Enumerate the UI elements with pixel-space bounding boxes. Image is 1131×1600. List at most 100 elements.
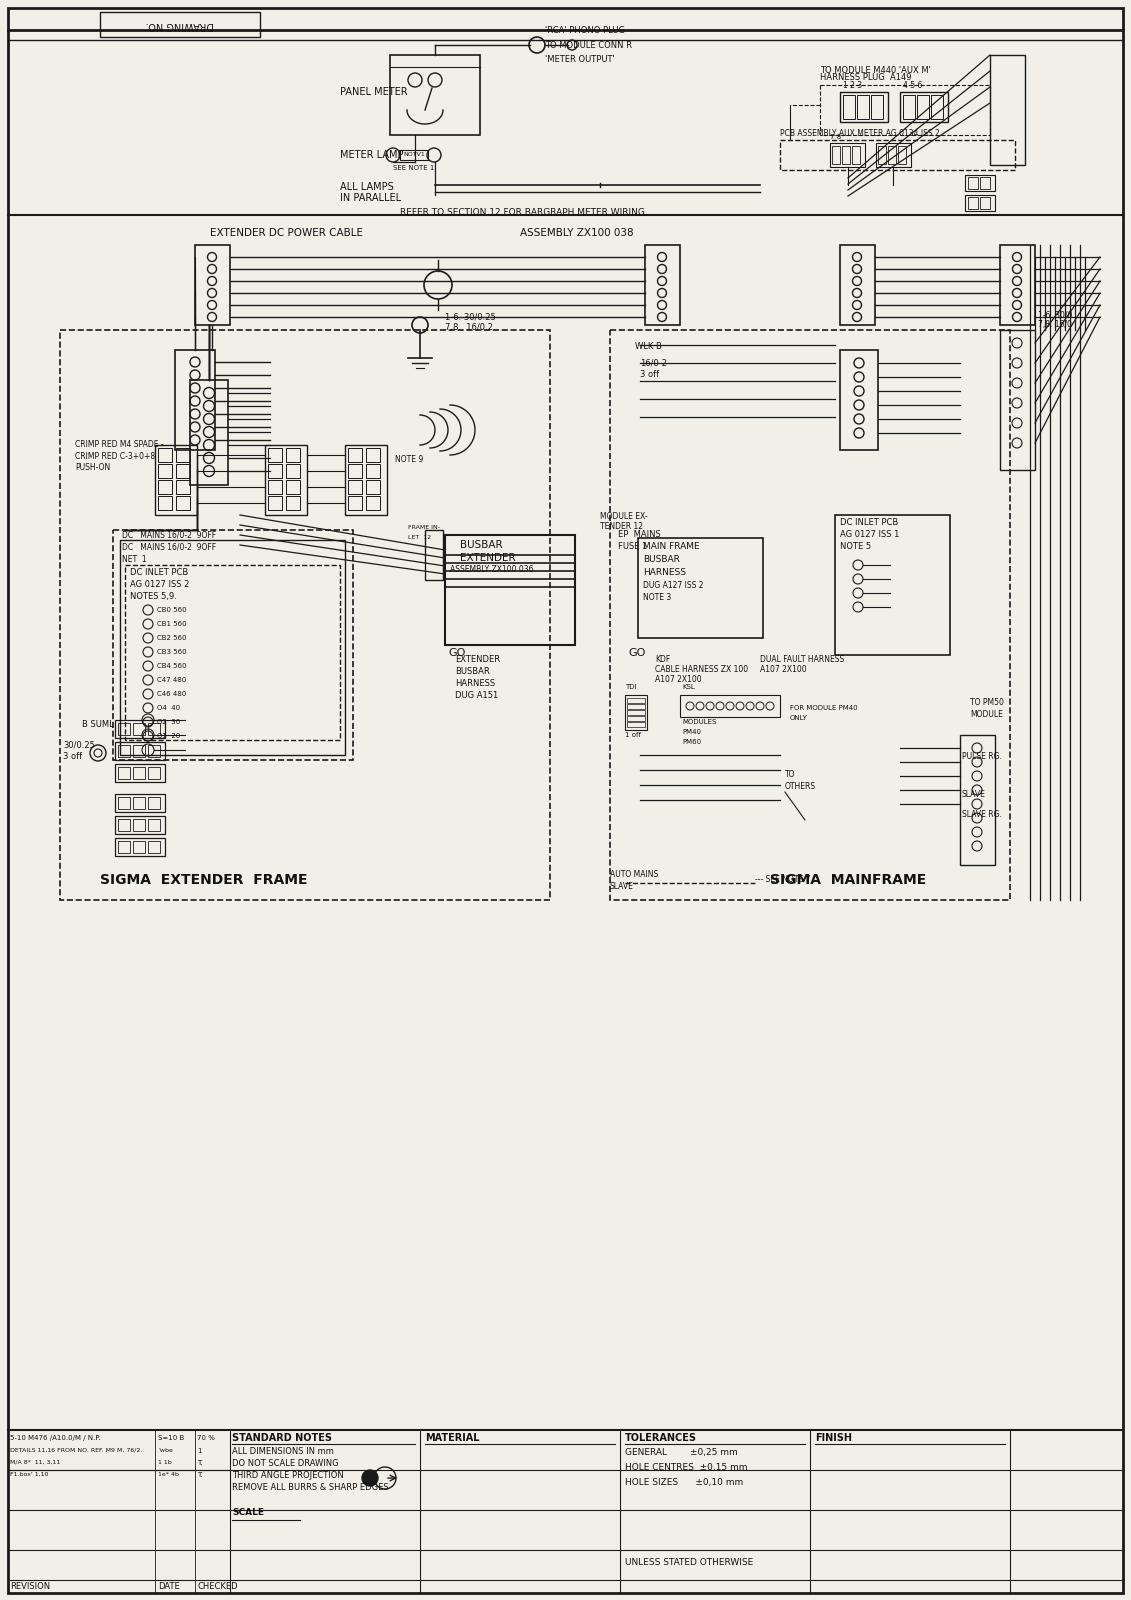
Text: SLAVE: SLAVE [962, 790, 986, 798]
Bar [158, 464, 172, 478]
Bar [100, 11, 260, 37]
Text: --- SEE NOTE 7: --- SEE NOTE 7 [756, 875, 811, 883]
Text: 1-6. 30/0: 1-6. 30/0 [1038, 310, 1072, 318]
Bar [610, 330, 1010, 899]
Bar [841, 146, 851, 165]
Text: OTHERS: OTHERS [785, 782, 817, 790]
Bar [903, 94, 915, 118]
Text: PANEL METER: PANEL METER [340, 86, 407, 98]
Text: EXTENDER: EXTENDER [455, 654, 500, 664]
Bar [345, 445, 387, 515]
Bar [832, 146, 840, 165]
Bar [126, 565, 340, 739]
Bar [645, 245, 680, 325]
Text: SLAVE: SLAVE [610, 882, 633, 891]
Text: 'RCA' PHONO PLUG: 'RCA' PHONO PLUG [545, 26, 625, 35]
Text: 4 5 6: 4 5 6 [903, 82, 923, 90]
Text: HOLE SIZES      ±0,10 mm: HOLE SIZES ±0,10 mm [625, 1478, 743, 1486]
Text: DC INLET PCB: DC INLET PCB [130, 568, 188, 578]
Bar [148, 797, 159, 810]
Bar [148, 766, 159, 779]
Text: DC   MAINS 16/0-2  9OFF: DC MAINS 16/0-2 9OFF [122, 530, 216, 539]
Text: SIGMA  MAINFRAME: SIGMA MAINFRAME [770, 874, 926, 886]
Bar [176, 448, 190, 462]
Bar [348, 464, 362, 478]
Text: M/A 8*  11, 3,11: M/A 8* 11, 3,11 [10, 1459, 60, 1466]
Bar [425, 530, 443, 579]
Bar [175, 350, 215, 450]
Bar [965, 174, 995, 190]
Text: SEE NOTE 1: SEE NOTE 1 [392, 165, 434, 171]
Bar [400, 150, 428, 160]
Text: 7,8. 16/0: 7,8. 16/0 [1038, 320, 1072, 330]
Text: ONLY: ONLY [789, 715, 808, 722]
Text: THIRD ANGLE PROJECTION: THIRD ANGLE PROJECTION [232, 1470, 344, 1480]
Text: HOLE CENTRES  ±0,15 mm: HOLE CENTRES ±0,15 mm [625, 1462, 748, 1472]
Text: O4  40: O4 40 [157, 706, 180, 710]
Text: T.: T. [197, 1459, 202, 1466]
Text: SLAVE RG.: SLAVE RG. [962, 810, 1002, 819]
Bar [118, 842, 130, 853]
Text: GO: GO [628, 648, 646, 658]
Text: 1 1b: 1 1b [158, 1459, 172, 1466]
Bar [968, 178, 978, 189]
Bar [133, 797, 145, 810]
Text: GO: GO [448, 648, 465, 658]
Bar [1000, 245, 1035, 325]
Text: CRIMP RED M4 SPADE -: CRIMP RED M4 SPADE - [75, 440, 164, 450]
Text: PCB ASSEMBLY AUX METER AG 0134 ISS 2: PCB ASSEMBLY AUX METER AG 0134 ISS 2 [780, 130, 940, 138]
Text: MAIN FRAME: MAIN FRAME [644, 542, 700, 550]
Text: O1  20: O1 20 [157, 733, 180, 739]
Bar [680, 694, 780, 717]
Text: CRIMP RED C-3+0+8: CRIMP RED C-3+0+8 [75, 451, 155, 461]
Bar [965, 195, 995, 211]
Text: FUSE 1: FUSE 1 [618, 542, 647, 550]
Bar [366, 464, 380, 478]
Text: 7 8: 7 8 [830, 134, 841, 141]
Bar [118, 723, 130, 734]
Text: REFER TO SECTION 12 FOR BARGRAPH METER WIRING: REFER TO SECTION 12 FOR BARGRAPH METER W… [400, 208, 645, 218]
Text: F1.box' 1,10: F1.box' 1,10 [10, 1472, 49, 1477]
Text: MATERIAL: MATERIAL [425, 1434, 480, 1443]
Text: DETAILS 11,16 FROM NO. REF. M9 M, 76/2.: DETAILS 11,16 FROM NO. REF. M9 M, 76/2. [10, 1448, 143, 1453]
Text: TDI: TDI [625, 685, 637, 690]
Bar [286, 496, 300, 510]
Text: ASSEMBLY ZX100 038: ASSEMBLY ZX100 038 [520, 227, 633, 238]
Bar [268, 496, 282, 510]
Text: DUG A151: DUG A151 [455, 691, 499, 701]
Bar [148, 819, 159, 830]
Text: FRAME IN-: FRAME IN- [408, 525, 440, 530]
Text: 'METER OUTPUT': 'METER OUTPUT' [545, 54, 615, 64]
Bar [120, 541, 345, 755]
Text: DUG A127 ISS 2: DUG A127 ISS 2 [644, 581, 703, 590]
Bar [627, 722, 645, 726]
Bar [115, 765, 165, 782]
Text: NOTE 5: NOTE 5 [840, 542, 871, 550]
Text: LET  12: LET 12 [408, 534, 431, 541]
Circle shape [362, 1470, 378, 1486]
Text: EP  MAINS: EP MAINS [618, 530, 661, 539]
Bar [133, 819, 145, 830]
Text: C47 480: C47 480 [157, 677, 187, 683]
Text: TO PM50: TO PM50 [970, 698, 1004, 707]
Text: TO MODULE CONN R: TO MODULE CONN R [545, 40, 632, 50]
Bar [898, 146, 906, 165]
Bar [366, 448, 380, 462]
Bar [195, 245, 230, 325]
Text: SIGMA  EXTENDER  FRAME: SIGMA EXTENDER FRAME [100, 874, 308, 886]
Bar [835, 515, 950, 654]
Text: GENERAL        ±0,25 mm: GENERAL ±0,25 mm [625, 1448, 737, 1458]
Text: BUSBAR: BUSBAR [455, 667, 490, 675]
Text: BUSBAR: BUSBAR [460, 541, 502, 550]
Text: AG 0127 ISS 1: AG 0127 ISS 1 [840, 530, 899, 539]
Text: 5-10 M476 /A10.0/M / N.P.: 5-10 M476 /A10.0/M / N.P. [10, 1435, 101, 1442]
Text: AUTO MAINS: AUTO MAINS [610, 870, 658, 878]
Bar [990, 54, 1025, 165]
Bar [133, 723, 145, 734]
Text: DO NOT SCALE DRAWING: DO NOT SCALE DRAWING [232, 1459, 338, 1469]
Bar [286, 448, 300, 462]
Bar [115, 742, 165, 760]
Text: ALL DIMENSIONS IN mm: ALL DIMENSIONS IN mm [232, 1446, 334, 1456]
Text: NOTES 5,9.: NOTES 5,9. [130, 592, 176, 602]
Bar [155, 445, 197, 515]
